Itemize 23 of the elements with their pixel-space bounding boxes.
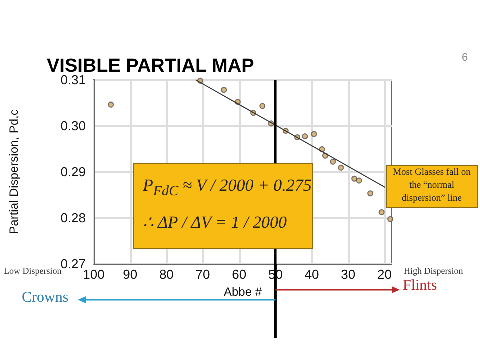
- y-tick-label: 0.29: [60, 164, 86, 180]
- x-tick-label: 30: [341, 267, 356, 282]
- text: Crowns: [22, 290, 69, 307]
- annotation: ∴ ΔP / ΔV = 1 / 2000: [143, 212, 287, 233]
- x-tick-label: 100: [83, 267, 105, 282]
- y-tick-label: 0.30: [60, 118, 86, 134]
- text: Low Dispersion: [4, 266, 62, 276]
- x-tick-label: 20: [377, 267, 392, 282]
- x-tick-label: 60: [232, 267, 247, 282]
- x-tick-label: 80: [159, 267, 174, 282]
- y-tick-label: 0.27: [60, 256, 86, 272]
- text: High Dispersion: [404, 266, 464, 276]
- y-tick-label: 0.28: [60, 210, 86, 226]
- annotation: P$_{FdC}$ ≈ V / 2000 + 0.275: [143, 176, 312, 200]
- x-tick-label: 70: [196, 267, 210, 282]
- x-tick-label: 40: [304, 267, 320, 282]
- text: 6: [462, 52, 468, 64]
- text: Most Glasses fall on the “normal dispersion” line: [386, 165, 478, 208]
- x-axis-title: Abbe #: [224, 284, 262, 299]
- y-axis-title: Partial Dispersion, Pd,c: [7, 110, 21, 234]
- y-tick-label: 0.31: [60, 72, 86, 88]
- x-tick-label: 90: [123, 267, 138, 282]
- text: Flints: [403, 278, 438, 295]
